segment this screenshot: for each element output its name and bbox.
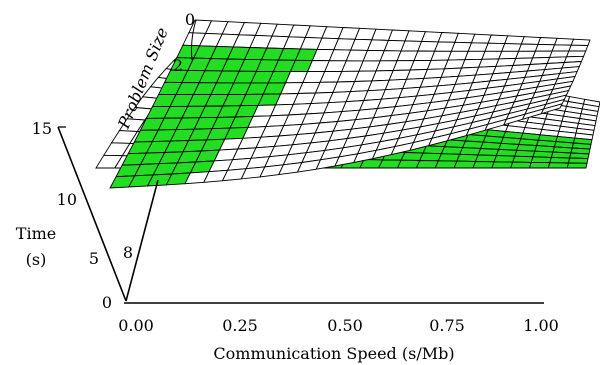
upper-surface-cell: [484, 42, 506, 52]
y-tick-label-2: 2: [173, 56, 183, 75]
x-axis-title: Communication Speed (s/Mb): [213, 344, 454, 363]
lower-surface-cell: [530, 156, 553, 164]
lower-surface-cell: [419, 152, 443, 162]
lower-surface-cell: [415, 160, 439, 169]
lower-surface-cell: [456, 153, 479, 162]
axes-group: [57, 126, 544, 304]
z-tick-label-15: 15: [32, 119, 52, 138]
z-tick-label-0: 0: [102, 293, 112, 312]
lower-surface-cell: [549, 156, 571, 164]
lower-surface-cell: [434, 160, 458, 169]
lower-surface-cell: [474, 154, 498, 163]
lower-surface-cell: [493, 155, 516, 163]
z-axis-line: [57, 126, 127, 302]
lower-surface-cell: [547, 162, 569, 169]
z-axis-title-line2: (s): [26, 250, 47, 269]
x-tick-1: 0.25: [222, 316, 258, 335]
z-axis-title-line1: Time: [16, 224, 56, 243]
depth-axis-line: [125, 179, 159, 302]
upper-surface-cell: [534, 43, 556, 52]
lower-surface-cell: [453, 160, 477, 169]
lower-surface-cell: [566, 162, 588, 169]
upper-surface-cell: [501, 43, 523, 52]
upper-surface-cell: [532, 50, 553, 59]
x-tick-4: 1.00: [523, 316, 559, 335]
x-tick-3: 0.75: [429, 316, 465, 335]
surfaces-group: [95, 19, 600, 189]
upper-surface-cell: [568, 44, 589, 52]
upper-surface-cell: [537, 37, 558, 46]
lower-surface-cell: [514, 149, 536, 158]
lower-surface-cell: [396, 159, 421, 169]
lower-surface-cell: [459, 147, 482, 156]
lower-surface-cell: [472, 161, 495, 169]
surface-edge: [191, 19, 197, 61]
lower-surface-cell: [437, 153, 461, 162]
lower-surface-cell: [567, 157, 589, 164]
lower-surface-cell: [512, 155, 534, 163]
upper-surface-cell: [553, 37, 575, 46]
lower-surface-cell: [440, 146, 464, 155]
lower-surface-cell: [491, 161, 514, 169]
lower-surface-cell: [528, 161, 551, 169]
z-tick-label-5: 5: [89, 249, 99, 268]
upper-surface-cell: [517, 43, 539, 52]
upper-surface-cell: [570, 38, 591, 46]
upper-surface-cell: [520, 36, 542, 45]
upper-surface-cell: [551, 44, 572, 52]
upper-surface: [109, 19, 591, 189]
x-tick-2: 0.50: [327, 316, 363, 335]
x-tick-0: 0.00: [118, 316, 154, 335]
lower-surface-cell: [477, 148, 500, 156]
z-tick-label-10: 10: [57, 190, 77, 209]
depth-tick-label-8: 8: [123, 243, 133, 262]
y-tick-label-0: 0: [185, 10, 195, 29]
upper-surface-cell: [540, 103, 563, 115]
lower-surface-cell: [509, 161, 532, 169]
lower-surface-cell: [422, 145, 446, 155]
upper-surface-cell: [504, 35, 525, 45]
